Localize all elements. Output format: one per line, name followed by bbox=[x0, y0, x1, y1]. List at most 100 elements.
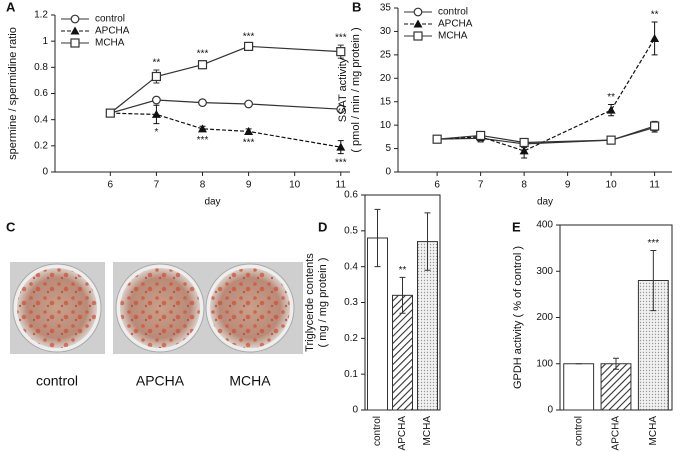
x-axis-label: day bbox=[204, 197, 220, 208]
y-tick-label: 0.4 bbox=[344, 261, 358, 272]
y-axis-label: spermine / spermidine ratio bbox=[7, 27, 19, 160]
marker bbox=[476, 130, 486, 141]
y-tick-label: 0.6 bbox=[34, 88, 48, 99]
x-tick-label: 10 bbox=[289, 180, 301, 191]
y-tick-label: 10 bbox=[380, 120, 392, 131]
panel-label: A bbox=[6, 0, 16, 14]
marker bbox=[519, 146, 529, 155]
marker bbox=[650, 121, 660, 131]
significance: *** bbox=[335, 157, 347, 168]
x-tick-label: 10 bbox=[606, 180, 618, 191]
y-tick-label: 1.2 bbox=[34, 10, 48, 21]
significance: ** bbox=[153, 58, 161, 69]
x-tick-label: 11 bbox=[336, 180, 347, 191]
marker bbox=[198, 98, 207, 108]
marker bbox=[105, 108, 115, 118]
error-bar bbox=[650, 249, 657, 312]
marker bbox=[336, 104, 346, 114]
photo-caption: MCHA bbox=[229, 373, 271, 389]
y-tick-label: 5 bbox=[385, 143, 391, 154]
y-tick-label: 0 bbox=[352, 405, 358, 416]
significance: *** bbox=[647, 238, 659, 249]
legend-label: control bbox=[438, 7, 468, 18]
marker bbox=[432, 134, 442, 144]
significance: ** bbox=[607, 92, 615, 103]
x-tick-label: APCHA bbox=[397, 416, 408, 451]
y-tick-label: 0.8 bbox=[34, 62, 48, 73]
significance: *** bbox=[243, 31, 255, 42]
y-axis-label: ( mg / mg protein ) bbox=[317, 258, 329, 348]
x-tick-label: 7 bbox=[478, 180, 484, 191]
y-tick-label: 200 bbox=[536, 312, 553, 323]
series-line bbox=[110, 99, 341, 114]
x-tick-label: 9 bbox=[246, 180, 252, 191]
marker bbox=[606, 105, 616, 114]
series-line bbox=[437, 125, 655, 144]
legend-marker bbox=[413, 31, 423, 41]
y-tick-label: 0 bbox=[385, 167, 391, 178]
dish-photo bbox=[10, 262, 105, 354]
legend-label: MCHA bbox=[95, 38, 125, 49]
x-tick-label: 6 bbox=[434, 180, 440, 191]
y-tick-label: 300 bbox=[536, 266, 553, 277]
y-axis-label: GPDH activity ( % of control ) bbox=[512, 246, 524, 389]
series-line bbox=[437, 38, 656, 152]
marker bbox=[336, 47, 346, 57]
x-tick-label: control bbox=[573, 416, 584, 446]
y-tick-label: 100 bbox=[536, 358, 553, 369]
marker bbox=[152, 95, 161, 105]
y-tick-label: 0.2 bbox=[34, 140, 48, 151]
legend-marker bbox=[413, 7, 423, 17]
panel-label: D bbox=[318, 219, 327, 234]
y-tick-label: 1 bbox=[42, 36, 48, 47]
marker bbox=[243, 41, 254, 52]
y-tick-label: 400 bbox=[536, 220, 553, 231]
marker bbox=[197, 60, 208, 70]
significance: *** bbox=[335, 33, 347, 44]
panel-label: B bbox=[352, 0, 361, 14]
legend-label: control bbox=[95, 14, 125, 25]
x-tick-label: MCHA bbox=[422, 416, 433, 446]
bar bbox=[563, 363, 595, 411]
marker bbox=[151, 109, 161, 118]
error-bar bbox=[374, 208, 381, 268]
legend-marker bbox=[70, 26, 80, 35]
marker bbox=[606, 135, 616, 145]
panel-label: E bbox=[512, 219, 521, 234]
significance: * bbox=[154, 127, 158, 138]
x-tick-label: MCHA bbox=[648, 416, 659, 446]
marker bbox=[151, 71, 162, 82]
legend-marker bbox=[70, 14, 80, 24]
y-tick-label: 0 bbox=[42, 167, 48, 178]
error-bar bbox=[399, 276, 406, 314]
legend-marker bbox=[413, 19, 423, 28]
legend-label: APCHA bbox=[438, 19, 473, 30]
x-tick-label: APCHA bbox=[611, 416, 622, 451]
y-tick-label: 20 bbox=[380, 73, 392, 84]
x-tick-label: 7 bbox=[154, 180, 160, 191]
x-tick-label: 8 bbox=[200, 180, 206, 191]
y-axis-label: Triglycerde contents bbox=[304, 253, 316, 352]
y-tick-label: 0.2 bbox=[344, 333, 358, 344]
y-tick-label: 0.5 bbox=[344, 225, 358, 236]
y-tick-label: 30 bbox=[380, 26, 392, 37]
x-tick-label: 9 bbox=[565, 180, 571, 191]
x-tick-label: 6 bbox=[108, 180, 114, 191]
marker bbox=[519, 137, 529, 148]
y-tick-label: 0.1 bbox=[344, 369, 358, 380]
series-line bbox=[110, 112, 341, 148]
marker bbox=[244, 99, 253, 109]
photo-caption: control bbox=[36, 373, 78, 389]
y-axis-label: ( pmol / min / mg protein ) bbox=[350, 27, 362, 152]
y-tick-label: 0.6 bbox=[344, 190, 358, 201]
y-tick-label: 0.3 bbox=[344, 297, 358, 308]
significance: *** bbox=[197, 135, 209, 146]
panel-label: C bbox=[6, 219, 16, 234]
marker bbox=[198, 124, 207, 133]
legend-marker bbox=[70, 38, 80, 48]
y-tick-label: 0 bbox=[547, 405, 553, 416]
x-tick-label: 8 bbox=[521, 180, 527, 191]
y-tick-label: 0.4 bbox=[34, 114, 48, 125]
marker bbox=[650, 33, 660, 42]
significance: ** bbox=[399, 265, 407, 276]
